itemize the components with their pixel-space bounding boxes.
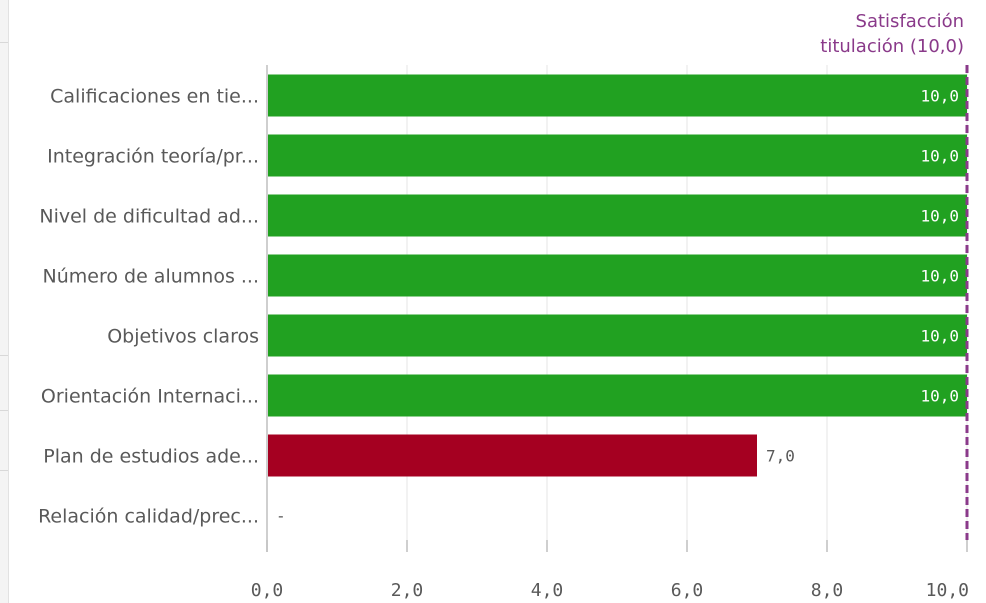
category-label: Integración teoría/pr... — [47, 146, 259, 168]
value-label: 10,0 — [920, 387, 959, 406]
x-tick-label: 6,0 — [671, 580, 704, 601]
bar — [268, 254, 967, 297]
x-tick-label: 8,0 — [811, 580, 844, 601]
reference-line-label: Satisfacción — [856, 11, 964, 32]
category-label: Relación calidad/prec... — [38, 506, 259, 528]
x-tick-label: 10,0 — [926, 580, 969, 601]
value-label: 10,0 — [920, 87, 959, 106]
reference-line-group: Satisfacción titulación (10,0) — [820, 11, 969, 540]
x-axis: 0,0 2,0 4,0 6,0 8,0 10,0 — [251, 65, 969, 601]
left-panel-tick — [0, 470, 8, 471]
value-label: - — [276, 507, 286, 526]
bar — [268, 314, 967, 357]
value-label: 10,0 — [920, 147, 959, 166]
left-panel-tick — [0, 410, 8, 411]
category-labels: Calificaciones en tie... Integración teor… — [38, 86, 259, 528]
value-label: 10,0 — [920, 207, 959, 226]
x-tick-label: 4,0 — [531, 580, 564, 601]
category-label: Objetivos claros — [107, 326, 259, 348]
category-label: Orientación Internaci... — [41, 386, 259, 408]
bar — [268, 374, 967, 417]
value-label: 10,0 — [920, 327, 959, 346]
value-label: 7,0 — [766, 447, 795, 466]
left-panel-tick — [0, 355, 8, 356]
reference-line-label: titulación (10,0) — [820, 36, 964, 57]
category-label: Nivel de dificultad ad... — [39, 206, 259, 228]
bar — [268, 194, 967, 237]
category-label: Plan de estudios ade... — [43, 446, 259, 468]
bar — [268, 74, 967, 117]
x-tick-label: 2,0 — [391, 580, 424, 601]
bar — [268, 134, 967, 177]
left-panel-edge — [0, 0, 9, 603]
bar — [268, 434, 757, 477]
value-labels: 10,0 10,0 10,0 10,0 10,0 10,0 7,0 - — [276, 87, 959, 526]
value-label: 10,0 — [920, 267, 959, 286]
bars-layer — [268, 74, 967, 477]
category-label: Número de alumnos ... — [43, 266, 260, 288]
x-tick-label: 0,0 — [251, 580, 284, 601]
category-label: Calificaciones en tie... — [50, 86, 259, 108]
left-panel-tick — [0, 42, 8, 43]
